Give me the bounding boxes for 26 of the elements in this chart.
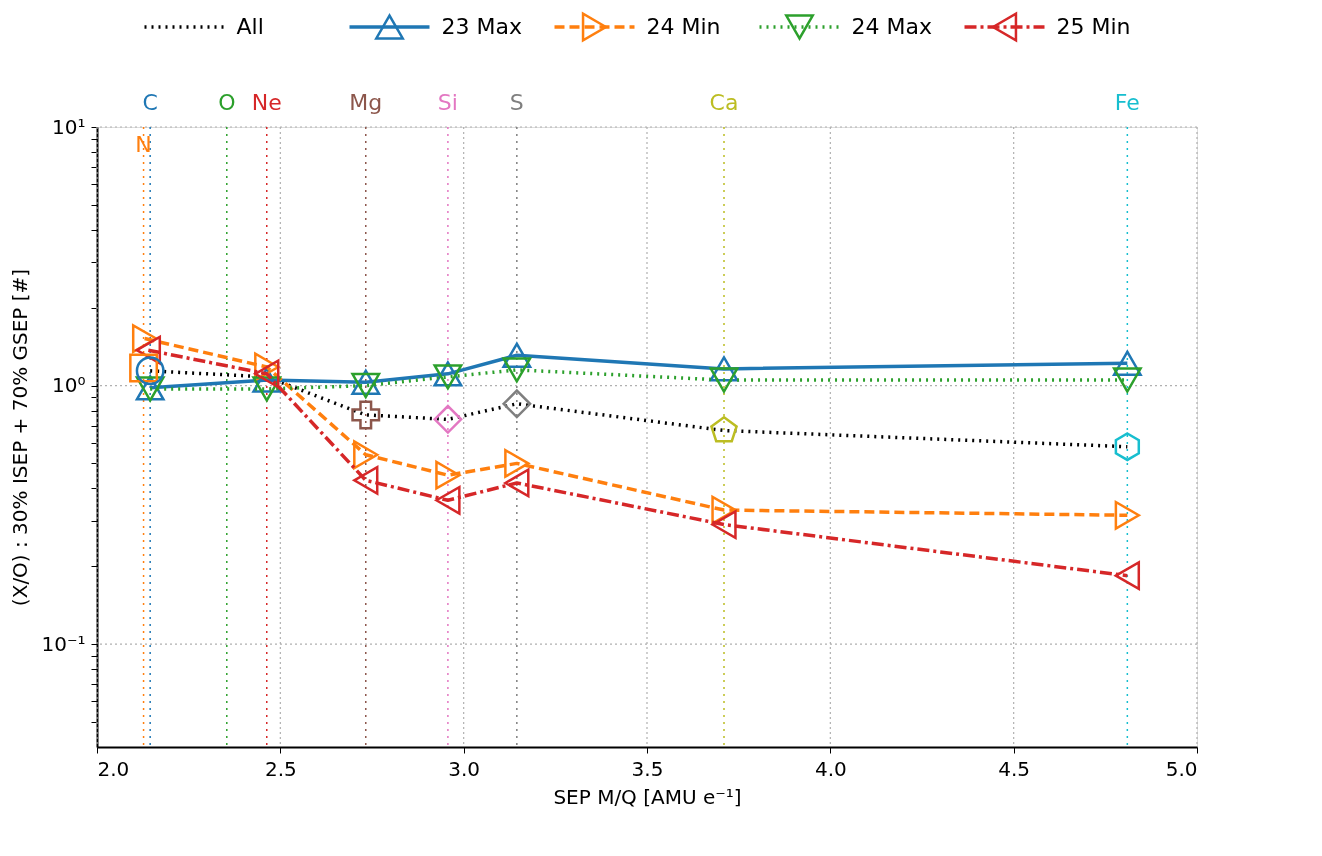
ref-line-label: N — [135, 132, 152, 157]
ref-line-label: Ca — [709, 90, 739, 115]
ref-line-label: O — [218, 90, 236, 115]
x-tick-label: 3.5 — [631, 756, 664, 781]
legend-label: All — [236, 14, 264, 39]
legend-label: 24 Min — [646, 14, 721, 39]
x-tick-label: 3.0 — [448, 756, 481, 781]
y-tick-label: 10⁰ — [52, 373, 86, 398]
x-tick-label: 2.5 — [264, 756, 297, 781]
x-tick-label: 2.0 — [97, 756, 130, 781]
y-tick-label: 10¹ — [52, 114, 86, 139]
legend-label: 25 Min — [1056, 14, 1131, 39]
x-tick-label: 4.5 — [998, 756, 1031, 781]
ref-line-label: Mg — [349, 90, 383, 115]
x-tick-label: 5.0 — [1165, 756, 1198, 781]
legend-label: 23 Max — [441, 14, 522, 39]
legend-label: 24 Max — [851, 14, 932, 39]
ref-line-label: C — [142, 90, 158, 115]
x-axis-title: SEP M/Q [AMU e⁻¹] — [553, 784, 742, 809]
ref-line-label: S — [509, 90, 524, 115]
x-tick-label: 4.0 — [814, 756, 847, 781]
y-axis-title: (X/O) : 30% ISEP + 70% GSEP [#] — [8, 268, 33, 607]
ref-line-label: Fe — [1114, 90, 1140, 115]
y-tick-label: 10⁻¹ — [41, 631, 86, 656]
ref-line-label: Si — [437, 90, 458, 115]
ref-line-label: Ne — [251, 90, 282, 115]
